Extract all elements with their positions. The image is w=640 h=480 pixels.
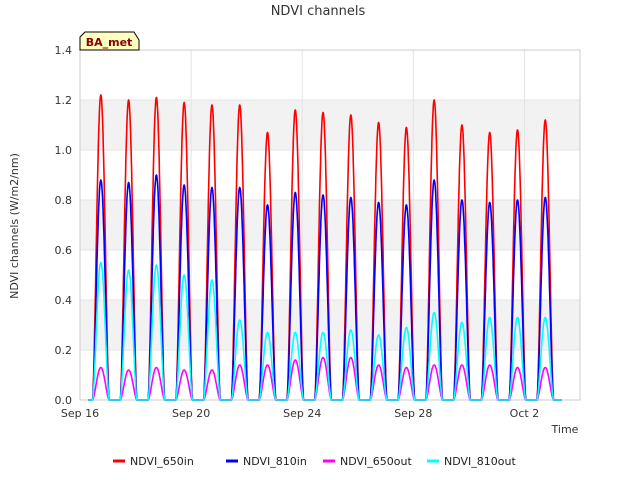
chart-title: NDVI channels <box>271 4 366 19</box>
series-layer <box>87 94 563 401</box>
plot-frame <box>79 49 581 401</box>
y-tick-label: 1.0 <box>55 144 73 157</box>
legend-label: NDVI_810out <box>444 455 516 468</box>
y-tick-label: 0.4 <box>55 294 73 307</box>
y-axis-ticks: 0.0 0.2 0.4 0.6 0.8 1.0 1.2 1.4 <box>55 44 73 407</box>
x-tick-label: Sep 20 <box>172 407 210 420</box>
x-tick-label: Sep 28 <box>394 407 432 420</box>
x-tick-label: Sep 16 <box>61 407 99 420</box>
legend: NDVI_650in NDVI_810in NDVI_650out NDVI_810o… <box>113 455 516 468</box>
legend-item-ndvi-650in: NDVI_650in <box>113 455 194 468</box>
x-axis-ticks: Sep 16 Sep 20 Sep 24 Sep 28 Oct 2 <box>61 407 539 420</box>
legend-item-ndvi-810out: NDVI_810out <box>427 455 516 468</box>
y-axis-label: NDVI channels (W/m2/nm) <box>8 153 21 299</box>
x-tick-label: Oct 2 <box>510 407 540 420</box>
series-ndvi-650out <box>87 356 563 401</box>
site-badge-label: BA_met <box>86 36 133 49</box>
y-tick-label: 0.8 <box>55 194 73 207</box>
legend-item-ndvi-810in: NDVI_810in <box>226 455 307 468</box>
background-band <box>80 100 580 150</box>
y-tick-label: 0.6 <box>55 244 73 257</box>
site-badge-shape <box>79 31 140 51</box>
y-tick-label: 0.0 <box>55 394 73 407</box>
series-line-ndvi-650out <box>87 356 563 401</box>
series-ndvi-810out <box>87 261 563 401</box>
x-tick-label: Sep 24 <box>283 407 321 420</box>
legend-item-ndvi-650out: NDVI_650out <box>323 455 412 468</box>
plot-background-bands <box>80 100 580 350</box>
legend-label: NDVI_810in <box>243 455 307 468</box>
series-line-ndvi-810out <box>87 261 563 401</box>
legend-label: NDVI_650in <box>130 455 194 468</box>
y-tick-label: 1.4 <box>55 44 73 57</box>
site-badge: BA_met <box>79 31 140 51</box>
y-tick-label: 1.2 <box>55 94 73 107</box>
background-band <box>80 200 580 250</box>
legend-label: NDVI_650out <box>340 455 412 468</box>
x-axis-label: Time <box>551 423 579 436</box>
y-tick-label: 0.2 <box>55 344 73 357</box>
